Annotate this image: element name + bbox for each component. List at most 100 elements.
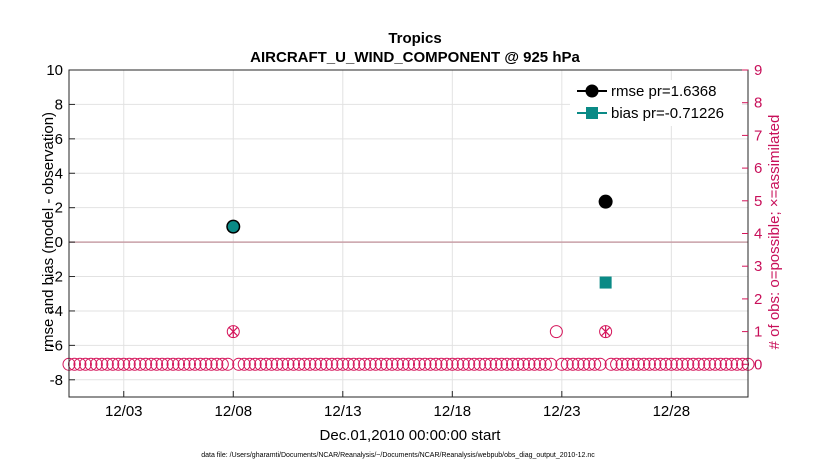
obs-possible-marker [637, 357, 651, 371]
x-tick-label: 12/28 [653, 403, 691, 420]
obs-possible-marker [418, 357, 432, 371]
obs-possible-marker [670, 357, 684, 371]
obs-possible-marker [434, 357, 448, 371]
obs-possible-marker-nonzero [549, 325, 563, 339]
obs-possible-marker [533, 357, 547, 371]
obs-possible-marker [604, 357, 618, 371]
obs-possible-marker [462, 357, 476, 371]
rmse-point [598, 194, 613, 209]
legend-rmse-label: rmse pr=1.6368 [611, 83, 716, 100]
y2-tick-label: 2 [754, 291, 762, 308]
obs-possible-marker [259, 357, 273, 371]
obs-possible-marker [736, 357, 750, 371]
obs-possible-marker [440, 357, 454, 371]
y2-tick-label: 8 [754, 95, 762, 112]
obs-possible-marker [319, 357, 333, 371]
obs-possible-marker [139, 357, 153, 371]
obs-possible-marker [708, 357, 722, 371]
obs-possible-marker [588, 357, 602, 371]
obs-possible-marker [117, 357, 131, 371]
obs-possible-marker [363, 357, 377, 371]
obs-possible-marker [593, 357, 607, 371]
obs-possible-marker [522, 357, 536, 371]
obs-possible-marker [456, 357, 470, 371]
y-axis-right-label: # of obs: o=possible; ×=assimilated [766, 115, 783, 350]
data-file-footer: data file: /Users/gharamti/Documents/NCA… [201, 452, 595, 459]
legend-bias-marker [586, 107, 598, 119]
obs-possible-marker [106, 357, 120, 371]
obs-possible-marker [210, 357, 224, 371]
obs-possible-marker [73, 357, 87, 371]
obs-possible-marker [341, 357, 355, 371]
obs-possible-marker [188, 357, 202, 371]
x-tick-label: 12/03 [105, 403, 143, 420]
obs-possible-marker [692, 357, 706, 371]
obs-possible-marker [215, 357, 229, 371]
obs-possible-marker [675, 357, 689, 371]
y2-tick-label: 4 [754, 226, 762, 243]
legend-box [570, 80, 742, 126]
obs-possible-marker [615, 357, 629, 371]
obs-possible-marker [100, 357, 114, 371]
chart-subtitle: AIRCRAFT_U_WIND_COMPONENT @ 925 hPa [250, 49, 580, 66]
y-tick-label: -2 [50, 269, 63, 286]
obs-possible-marker [95, 357, 109, 371]
obs-possible-marker [484, 357, 498, 371]
obs-possible-marker [681, 357, 695, 371]
y-tick-label: -6 [50, 337, 63, 354]
obs-possible-marker [582, 357, 596, 371]
obs-possible-marker [538, 357, 552, 371]
obs-possible-marker [204, 357, 218, 371]
obs-possible-marker [719, 357, 733, 371]
obs-possible-marker [254, 357, 268, 371]
obs-possible-marker [336, 357, 350, 371]
obs-possible-marker [265, 357, 279, 371]
obs-possible-marker [495, 357, 509, 371]
obs-possible-marker [527, 357, 541, 371]
y2-tick-label: 3 [754, 258, 762, 275]
obs-possible-marker [423, 357, 437, 371]
obs-possible-marker [369, 357, 383, 371]
obs-possible-marker [287, 357, 301, 371]
y2-tick-label: 5 [754, 193, 762, 210]
obs-possible-marker [314, 357, 328, 371]
obs-possible-marker [122, 357, 136, 371]
obs-possible-marker [237, 357, 251, 371]
obs-possible-marker [358, 357, 372, 371]
obs-possible-marker [544, 357, 558, 371]
obs-possible-marker [297, 357, 311, 371]
y-tick-label: 0 [55, 234, 63, 251]
obs-possible-marker [626, 357, 640, 371]
obs-possible-marker [714, 357, 728, 371]
obs-possible-marker [642, 357, 656, 371]
obs-possible-marker [325, 357, 339, 371]
y2-tick-label: 0 [754, 356, 762, 373]
obs-possible-marker [128, 357, 142, 371]
y2-tick-label: 7 [754, 127, 762, 144]
obs-possible-marker [243, 357, 257, 371]
obs-possible-marker [111, 357, 125, 371]
obs-possible-marker [686, 357, 700, 371]
obs-possible-marker [725, 357, 739, 371]
obs-possible-marker [407, 357, 421, 371]
y2-tick-label: 6 [754, 160, 762, 177]
legend-bias-label: bias pr=-0.71226 [611, 105, 724, 122]
obs-possible-marker [292, 357, 306, 371]
obs-possible-marker [429, 357, 443, 371]
y2-tick-label: 1 [754, 324, 762, 341]
obs-possible-marker [193, 357, 207, 371]
y-tick-label: 2 [55, 200, 63, 217]
y-tick-label: 8 [55, 96, 63, 113]
obs-possible-marker [396, 357, 410, 371]
obs-possible-marker [385, 357, 399, 371]
chart-title: Tropics [388, 30, 441, 47]
obs-possible-marker [352, 357, 366, 371]
x-tick-label: 12/13 [324, 403, 362, 420]
obs-possible-marker [78, 357, 92, 371]
obs-possible-marker [161, 357, 175, 371]
obs-possible-marker [703, 357, 717, 371]
y-tick-label: -4 [50, 303, 63, 320]
obs-possible-marker [380, 357, 394, 371]
